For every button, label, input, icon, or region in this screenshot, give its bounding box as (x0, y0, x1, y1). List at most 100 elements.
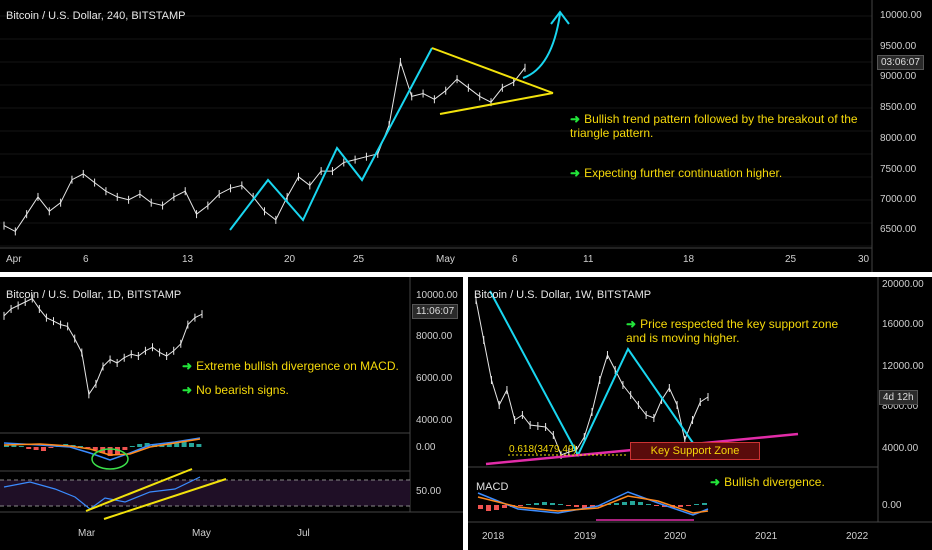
arrow-right-icon: ➜ (570, 166, 581, 180)
chart-1d-note-2: ➜ No bearish signs. (182, 383, 289, 397)
x-tick-label: May (192, 528, 211, 539)
macd-histogram-bar (166, 444, 172, 447)
y-tick-label: 9500.00 (880, 41, 917, 52)
y-tick-label: 7500.00 (880, 164, 917, 175)
arrow-right-icon: ➜ (182, 359, 193, 373)
macd-signal-line (477, 495, 709, 514)
macd-histogram-bar (526, 504, 531, 505)
macd-histogram-bar (566, 505, 571, 506)
x-tick-label: 25 (785, 254, 797, 265)
macd-histogram-bar (129, 446, 135, 447)
macd-histogram-bar (494, 505, 499, 510)
chart-1w-note-1: ➜ Price respected the key support zone an… (626, 317, 839, 345)
macd-histogram-bar (646, 504, 651, 505)
chart-1w[interactable]: Bitcoin / U.S. Dollar, 1W, BITSTAMP 2000… (468, 277, 932, 550)
x-tick-label: May (436, 254, 455, 265)
macd-tick-label: 0.00 (882, 500, 902, 511)
macd-histogram-bar (137, 444, 143, 447)
x-tick-label: 2020 (664, 531, 687, 542)
x-tick-label: 2018 (482, 531, 505, 542)
chart-1d-price-badge: 11:06:07 (412, 304, 459, 319)
arrow-right-icon: ➜ (182, 383, 193, 397)
x-tick-label: 2022 (846, 531, 869, 542)
triangle-lower-line (439, 92, 554, 115)
macd-histogram-bar (694, 504, 699, 505)
macd-histogram-bar (574, 505, 579, 507)
y-tick-label: 8000.00 (416, 331, 453, 342)
chart-4h-note-2: ➜ Expecting further continuation higher. (570, 166, 783, 180)
macd-histogram-bar (18, 446, 24, 447)
macd-histogram-bar (78, 446, 83, 447)
y-tick-label: 7000.00 (880, 194, 917, 205)
macd-histogram-bar (654, 505, 659, 506)
chart-1d-canvas (0, 277, 463, 520)
macd-histogram-bar (92, 447, 98, 450)
chart-1w-title: Bitcoin / U.S. Dollar, 1W, BITSTAMP (474, 289, 652, 301)
x-tick-label: 6 (512, 254, 518, 265)
macd-histogram-bar (534, 503, 539, 505)
arrow-right-icon: ➜ (626, 317, 637, 331)
key-support-zone: Key Support Zone (630, 442, 760, 460)
y-tick-label: 10000.00 (416, 290, 458, 301)
divergence-highlight-ellipse (91, 448, 129, 470)
macd-histogram-bar (638, 502, 643, 505)
x-tick-label: Apr (6, 254, 22, 265)
macd-histogram-bar (678, 505, 683, 507)
y-tick-label: 12000.00 (882, 361, 924, 372)
x-tick-label: 2019 (574, 531, 597, 542)
chart-1d[interactable]: Bitcoin / U.S. Dollar, 1D, BITSTAMP 1000… (0, 277, 463, 550)
chart-4h-price-badge: 03:06:07 (877, 55, 924, 70)
y-tick-label: 16000.00 (882, 319, 924, 330)
chart-4h-title: Bitcoin / U.S. Dollar, 240, BITSTAMP (6, 10, 186, 22)
chart-1w-price-badge: 4d 12h (879, 390, 918, 405)
macd-histogram-bar (41, 447, 46, 451)
chart-4h-note-1: ➜ Bullish trend pattern followed by the b… (570, 112, 858, 140)
x-tick-label: Mar (78, 528, 96, 539)
arrow-right-icon: ➜ (570, 112, 581, 126)
macd-histogram-bar (550, 503, 555, 505)
macd-histogram-bar (590, 505, 595, 507)
macd-histogram-bar (4, 445, 9, 447)
y-tick-label: 6000.00 (416, 373, 453, 384)
panel-divider-vertical (463, 277, 468, 550)
macd-histogram-bar (518, 505, 523, 506)
panel-divider-horizontal (0, 272, 932, 277)
rsi-line (3, 476, 201, 510)
macd-signal-line (3, 438, 201, 456)
y-tick-label: 8500.00 (880, 102, 917, 113)
chart-1w-price-line (475, 299, 709, 456)
chart-1w-note-2: ➜ Bullish divergence. (710, 475, 825, 489)
y-tick-label: 8000.00 (882, 401, 919, 412)
macd-line (477, 491, 709, 516)
chart-4h[interactable]: Bitcoin / U.S. Dollar, 240, BITSTAMP 100… (0, 0, 932, 272)
macd-histogram-bar (11, 444, 17, 447)
zigzag-trend-line (229, 47, 433, 231)
macd-histogram-bar (107, 447, 113, 456)
x-tick-label: 20 (284, 254, 296, 265)
zigzag-trend-line (489, 290, 694, 458)
chart-4h-canvas (0, 0, 873, 272)
rsi-trendline-1 (85, 468, 193, 512)
x-tick-label: 25 (353, 254, 365, 265)
macd-histogram-bar (558, 504, 563, 505)
y-tick-label: 4000.00 (882, 443, 919, 454)
macd-histogram-bar (33, 447, 39, 450)
y-tick-label: 20000.00 (882, 279, 924, 290)
macd-histogram-bar (159, 445, 165, 447)
x-tick-label: 11 (583, 254, 594, 265)
macd-histogram-bar (502, 505, 507, 508)
projection-curve (522, 13, 561, 79)
rsi-trendline-2 (103, 478, 227, 520)
x-tick-label: 18 (683, 254, 695, 265)
chart-1d-price-line (3, 297, 203, 396)
macd-histogram-bar (85, 447, 91, 448)
macd-histogram-bar (122, 447, 128, 450)
macd-histogram-bar (144, 443, 150, 447)
arrow-right-icon: ➜ (710, 475, 721, 489)
macd-histogram-bar (152, 444, 157, 447)
rsi-band (0, 480, 410, 506)
macd-histogram-bar (702, 503, 707, 505)
macd-histogram-bar (478, 505, 483, 509)
chart-4h-price-line (3, 61, 526, 233)
x-tick-label: 30 (858, 254, 870, 265)
